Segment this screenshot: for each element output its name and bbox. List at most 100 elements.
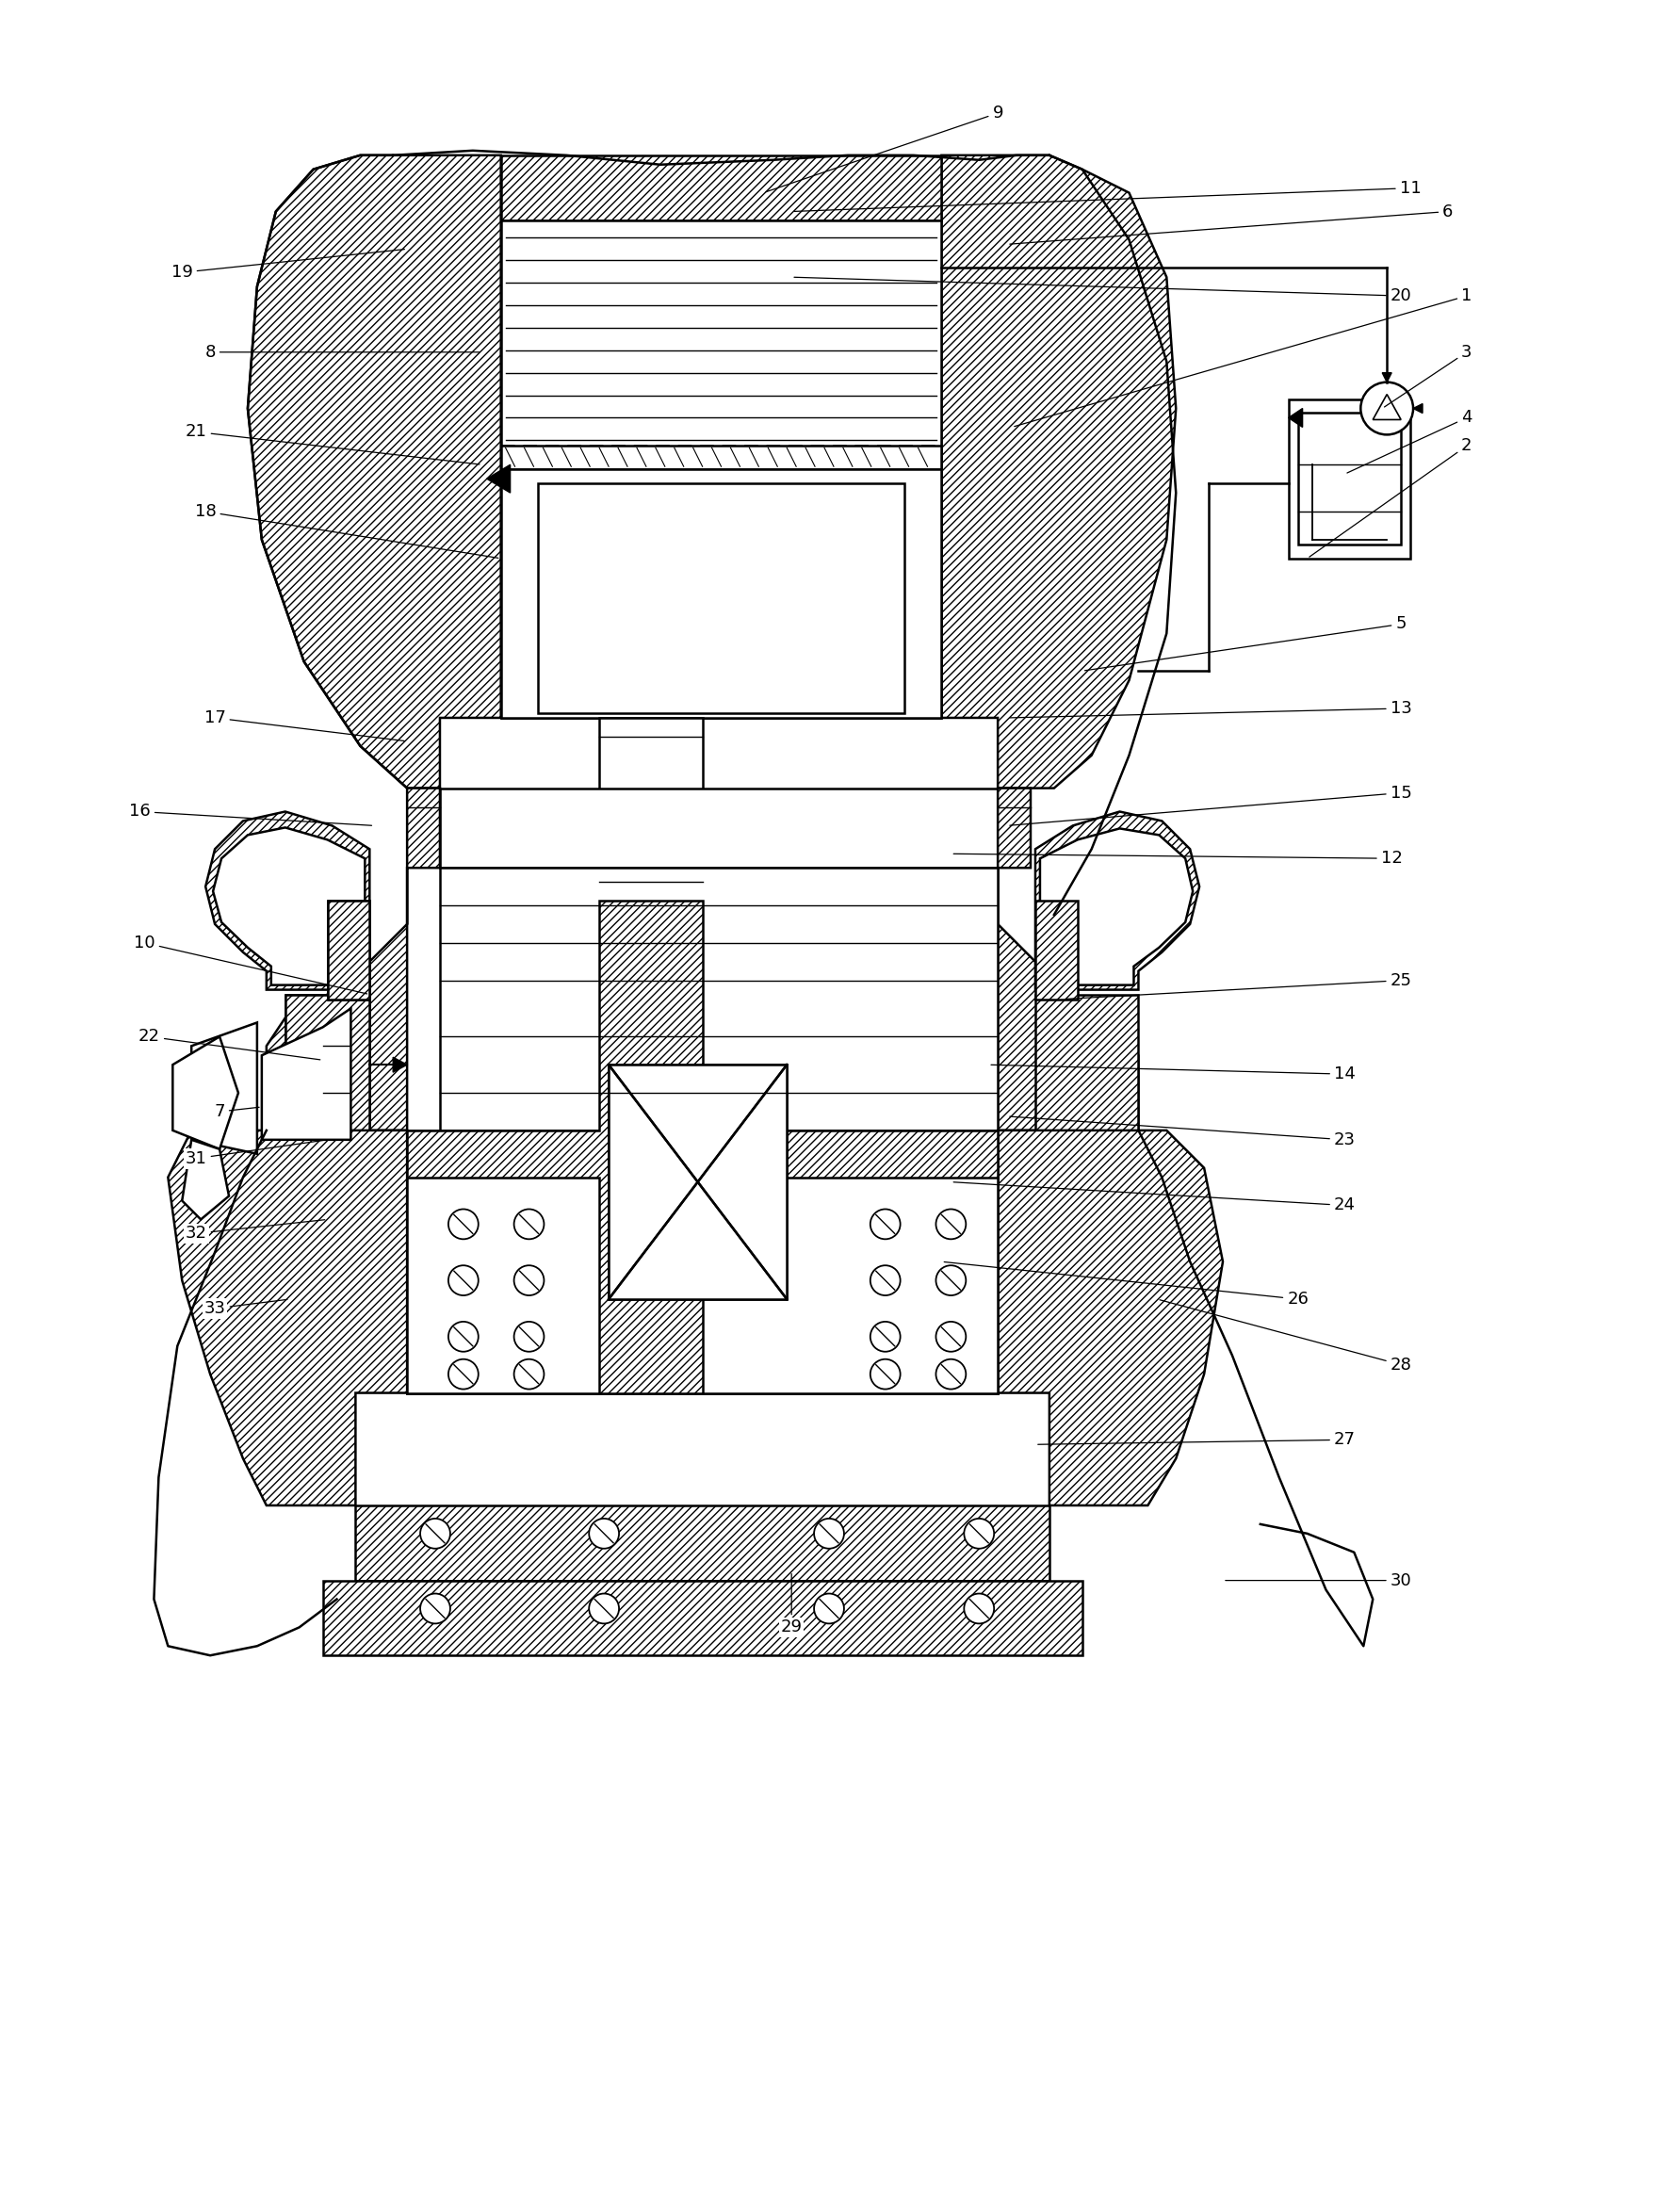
Bar <box>440 867 997 1130</box>
Text: 3: 3 <box>1384 343 1472 407</box>
Polygon shape <box>182 1139 229 1219</box>
Polygon shape <box>501 155 942 221</box>
Circle shape <box>514 1265 544 1296</box>
Text: 33: 33 <box>204 1298 287 1316</box>
Bar <box>440 787 997 867</box>
Circle shape <box>448 1358 478 1389</box>
Polygon shape <box>406 900 997 1394</box>
Bar <box>501 469 942 719</box>
Polygon shape <box>942 155 1176 787</box>
Bar <box>609 1064 786 1298</box>
Polygon shape <box>212 827 365 984</box>
Polygon shape <box>1289 409 1302 427</box>
Circle shape <box>964 1520 994 1548</box>
Polygon shape <box>173 1037 239 1148</box>
Circle shape <box>448 1265 478 1296</box>
Text: 17: 17 <box>204 710 405 741</box>
Bar <box>355 1506 1050 1579</box>
Bar <box>406 1130 997 1394</box>
Circle shape <box>589 1593 619 1624</box>
Bar <box>609 1064 786 1298</box>
Text: 26: 26 <box>944 1261 1309 1307</box>
Circle shape <box>871 1265 901 1296</box>
Text: 18: 18 <box>194 502 498 557</box>
Circle shape <box>871 1321 901 1352</box>
Text: 23: 23 <box>1010 1117 1355 1148</box>
Text: 20: 20 <box>795 276 1412 305</box>
Circle shape <box>420 1520 450 1548</box>
Text: 7: 7 <box>214 1104 259 1119</box>
Polygon shape <box>267 787 440 1130</box>
Bar <box>355 1506 1050 1579</box>
Text: 15: 15 <box>1010 785 1412 825</box>
Text: 32: 32 <box>186 1219 325 1241</box>
Circle shape <box>448 1210 478 1239</box>
Polygon shape <box>1035 900 1077 1000</box>
Bar <box>324 1579 1082 1655</box>
Circle shape <box>514 1210 544 1239</box>
Circle shape <box>514 1321 544 1352</box>
Text: 28: 28 <box>1160 1301 1412 1374</box>
Circle shape <box>514 1358 544 1389</box>
Circle shape <box>448 1321 478 1352</box>
Polygon shape <box>247 155 501 787</box>
Text: 25: 25 <box>1067 971 1412 1000</box>
Polygon shape <box>486 465 511 493</box>
Text: 21: 21 <box>186 422 479 465</box>
Text: 11: 11 <box>795 179 1422 212</box>
Circle shape <box>815 1520 844 1548</box>
Text: 30: 30 <box>1226 1573 1412 1588</box>
Circle shape <box>936 1265 966 1296</box>
Polygon shape <box>1413 405 1422 414</box>
Polygon shape <box>1382 374 1392 383</box>
Circle shape <box>871 1210 901 1239</box>
Text: 16: 16 <box>129 803 372 825</box>
Bar <box>599 719 702 900</box>
Text: 4: 4 <box>1347 409 1472 473</box>
Polygon shape <box>262 1009 350 1139</box>
Polygon shape <box>285 995 370 1130</box>
Text: 6: 6 <box>1010 204 1453 243</box>
Text: 5: 5 <box>1085 615 1407 670</box>
Text: 24: 24 <box>954 1181 1355 1214</box>
Bar <box>702 1177 997 1394</box>
Text: 10: 10 <box>134 933 367 993</box>
Bar <box>327 900 370 1000</box>
Circle shape <box>1360 383 1413 436</box>
Text: 31: 31 <box>186 1139 325 1168</box>
Polygon shape <box>997 1130 1223 1506</box>
Text: 22: 22 <box>138 1029 320 1060</box>
Polygon shape <box>393 1057 406 1073</box>
Polygon shape <box>1040 830 1193 984</box>
Polygon shape <box>168 1130 406 1506</box>
Circle shape <box>871 1358 901 1389</box>
Text: 14: 14 <box>990 1064 1355 1082</box>
Text: 19: 19 <box>171 250 405 281</box>
Bar <box>501 447 942 469</box>
Bar <box>1297 414 1400 544</box>
Polygon shape <box>997 787 1138 1130</box>
Text: 12: 12 <box>954 849 1402 867</box>
Text: 29: 29 <box>781 1573 803 1637</box>
Circle shape <box>589 1520 619 1548</box>
Bar <box>1289 398 1410 557</box>
Bar <box>406 1177 599 1394</box>
Circle shape <box>420 1593 450 1624</box>
Polygon shape <box>206 812 370 989</box>
Polygon shape <box>191 1022 257 1155</box>
Bar <box>285 995 370 1130</box>
Text: 8: 8 <box>204 343 479 361</box>
Circle shape <box>936 1358 966 1389</box>
Circle shape <box>964 1593 994 1624</box>
Polygon shape <box>1035 812 1199 989</box>
Circle shape <box>936 1321 966 1352</box>
Text: 27: 27 <box>1039 1431 1355 1449</box>
Bar <box>501 221 942 719</box>
Text: 9: 9 <box>766 104 1004 192</box>
Bar <box>539 484 904 712</box>
Bar <box>324 1579 1082 1655</box>
Circle shape <box>815 1593 844 1624</box>
Text: 2: 2 <box>1309 438 1472 557</box>
Text: 1: 1 <box>1014 288 1472 427</box>
Text: 13: 13 <box>1010 699 1412 717</box>
